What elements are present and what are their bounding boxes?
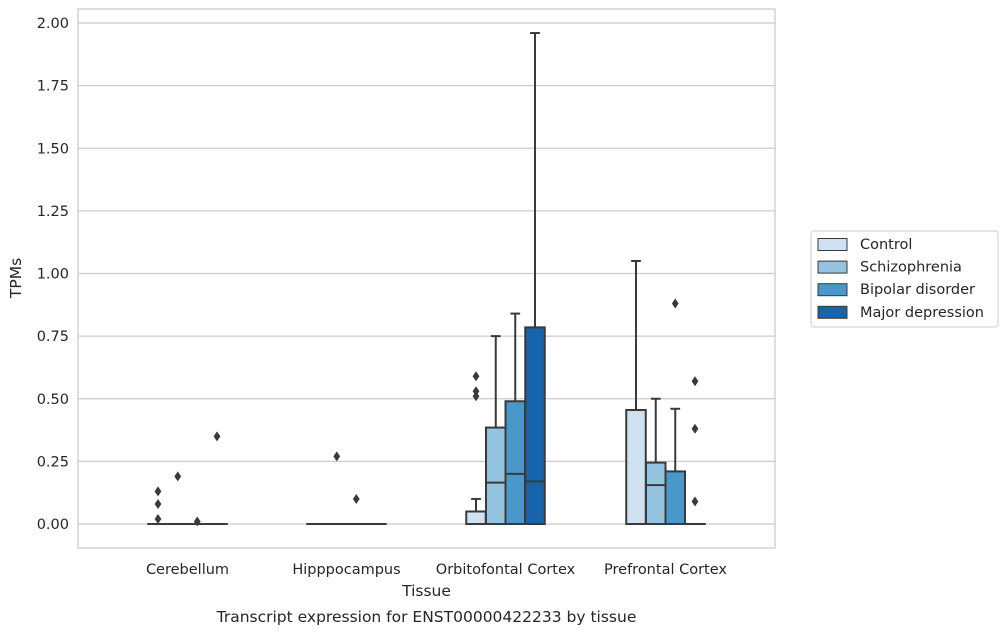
boxes <box>147 32 706 527</box>
box-control <box>465 371 487 526</box>
box-body <box>504 400 526 526</box>
chart-caption: Transcript expression for ENST0000042223… <box>216 608 637 626</box>
box-body <box>485 426 507 525</box>
outlier-point <box>154 513 162 524</box>
legend-label: Major depression <box>860 305 984 321</box>
legend-swatch <box>817 238 848 251</box>
outlier-point <box>472 386 480 397</box>
outlier-point <box>352 493 360 504</box>
plot-area <box>78 9 775 548</box>
outlier-point <box>193 516 201 527</box>
y-tick-label: 1.50 <box>37 141 69 157</box>
outlier-point <box>154 498 162 509</box>
outlier-point <box>691 423 699 434</box>
box-schizophrenia <box>645 397 667 526</box>
plot-frame <box>77 8 776 549</box>
y-tick-label: 2.00 <box>37 16 69 32</box>
box-body <box>625 409 647 525</box>
outlier-point <box>174 471 182 482</box>
y-tick-label: 1.25 <box>37 204 69 220</box>
box-body <box>645 461 667 526</box>
grid-lines <box>78 22 775 525</box>
box-bipolar-disorder <box>664 298 686 525</box>
outlier-point <box>154 486 162 497</box>
y-tick-label: 0.50 <box>37 392 69 408</box>
legend-label: Control <box>860 237 912 253</box>
legend-label: Schizophrenia <box>860 260 962 276</box>
legend-frame <box>810 230 999 328</box>
x-axis-title: Tissue <box>401 582 451 600</box>
outlier-point <box>333 451 341 462</box>
legend-swatch <box>817 283 848 297</box>
y-axis-title: TPMs <box>7 258 25 299</box>
box-body <box>465 510 487 526</box>
y-tick-label: 1.00 <box>37 267 69 283</box>
y-tick-label: 0.75 <box>37 329 69 345</box>
box-major-depression <box>524 32 546 526</box>
box-body <box>524 326 546 526</box>
outlier-point <box>472 391 480 402</box>
y-tick-label: 1.75 <box>37 79 69 95</box>
box-major-depression <box>684 376 706 526</box>
y-tick-labels: 0.00 0.25 0.50 0.75 1.00 1.25 1.50 1.75 2.00 <box>37 16 69 533</box>
legend-label: Bipolar disorder <box>860 282 975 298</box>
box-schizophrenia <box>485 335 507 525</box>
x-tick-label: Prefrontal Cortex <box>604 562 727 578</box>
y-tick-label: 0.25 <box>37 454 69 470</box>
outlier-point <box>691 376 699 387</box>
x-tick-label: Cerebellum <box>146 562 229 578</box>
legend: Control Schizophrenia Bipolar disorder Majo… <box>810 230 999 328</box>
outlier-point <box>671 298 679 309</box>
outlier-point <box>691 496 699 507</box>
x-tick-label: Orbitofontal Cortex <box>436 562 576 578</box>
x-tick-label: Hipppocampus <box>292 562 400 578</box>
x-tick-labels: Cerebellum Hipppocampus Orbitofontal Corte… <box>146 562 727 578</box>
box-body <box>664 470 686 525</box>
y-tick-label: 0.00 <box>37 517 69 533</box>
outlier-point <box>213 431 221 442</box>
box-major-depression <box>206 431 228 526</box>
outlier-point <box>472 371 480 382</box>
legend-swatch <box>817 305 848 319</box>
legend-swatch <box>817 260 848 274</box>
